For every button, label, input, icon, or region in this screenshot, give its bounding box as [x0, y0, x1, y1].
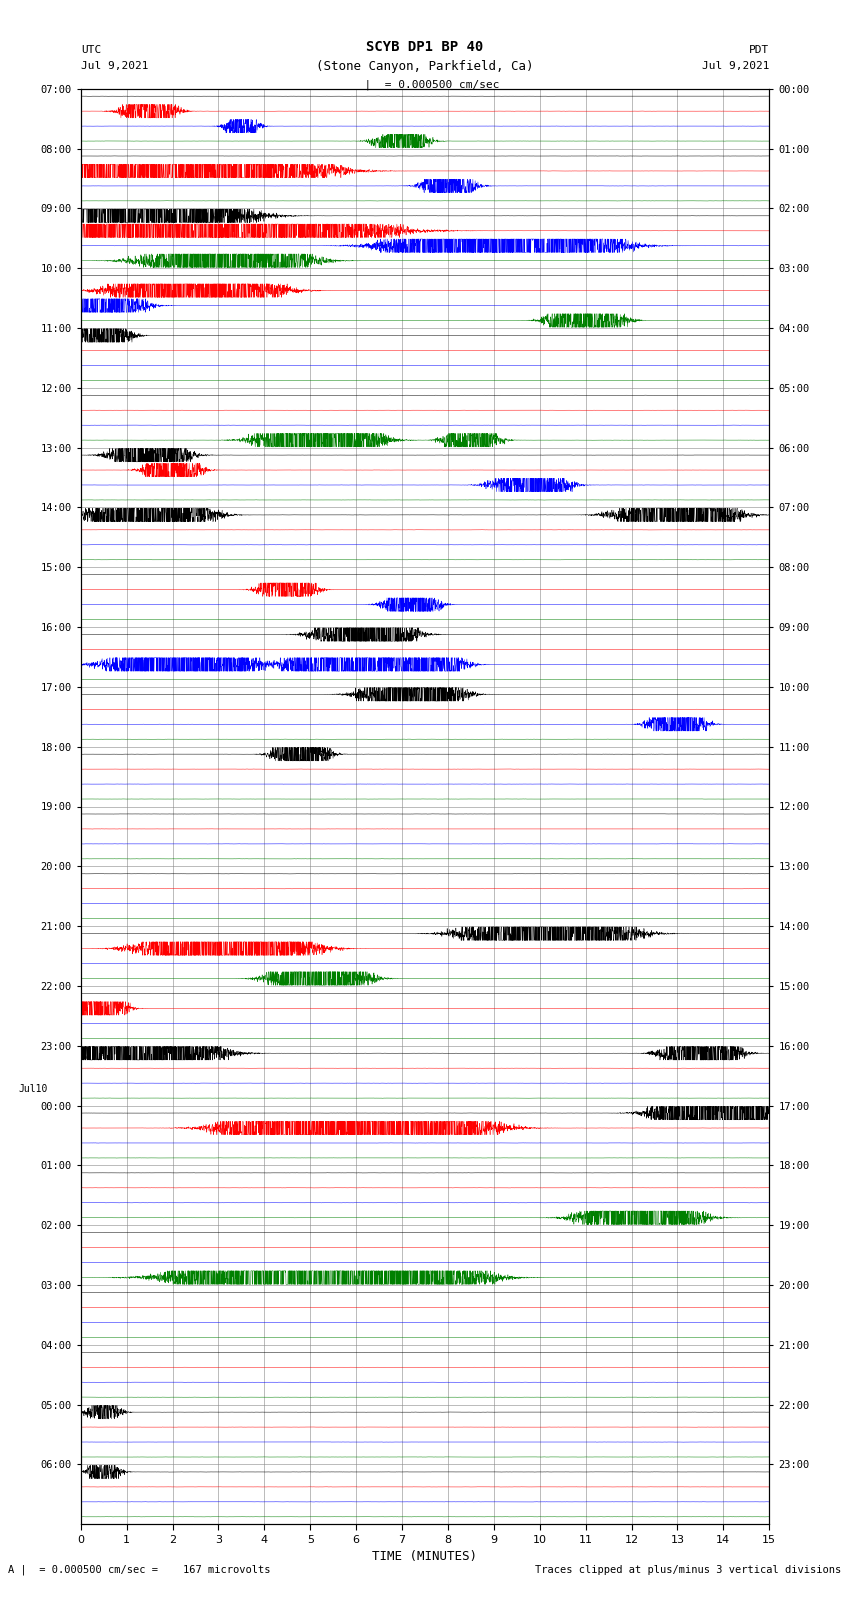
Text: SCYB DP1 BP 40: SCYB DP1 BP 40	[366, 40, 484, 55]
Text: Jul 9,2021: Jul 9,2021	[81, 61, 148, 71]
Text: Traces clipped at plus/minus 3 vertical divisions: Traces clipped at plus/minus 3 vertical …	[536, 1565, 842, 1574]
Text: |  = 0.000500 cm/sec: | = 0.000500 cm/sec	[351, 79, 499, 90]
X-axis label: TIME (MINUTES): TIME (MINUTES)	[372, 1550, 478, 1563]
Text: (Stone Canyon, Parkfield, Ca): (Stone Canyon, Parkfield, Ca)	[316, 60, 534, 73]
Text: PDT: PDT	[749, 45, 769, 55]
Text: UTC: UTC	[81, 45, 101, 55]
Text: A |  = 0.000500 cm/sec =    167 microvolts: A | = 0.000500 cm/sec = 167 microvolts	[8, 1565, 271, 1576]
Text: Jul10: Jul10	[18, 1084, 48, 1095]
Text: Jul 9,2021: Jul 9,2021	[702, 61, 769, 71]
